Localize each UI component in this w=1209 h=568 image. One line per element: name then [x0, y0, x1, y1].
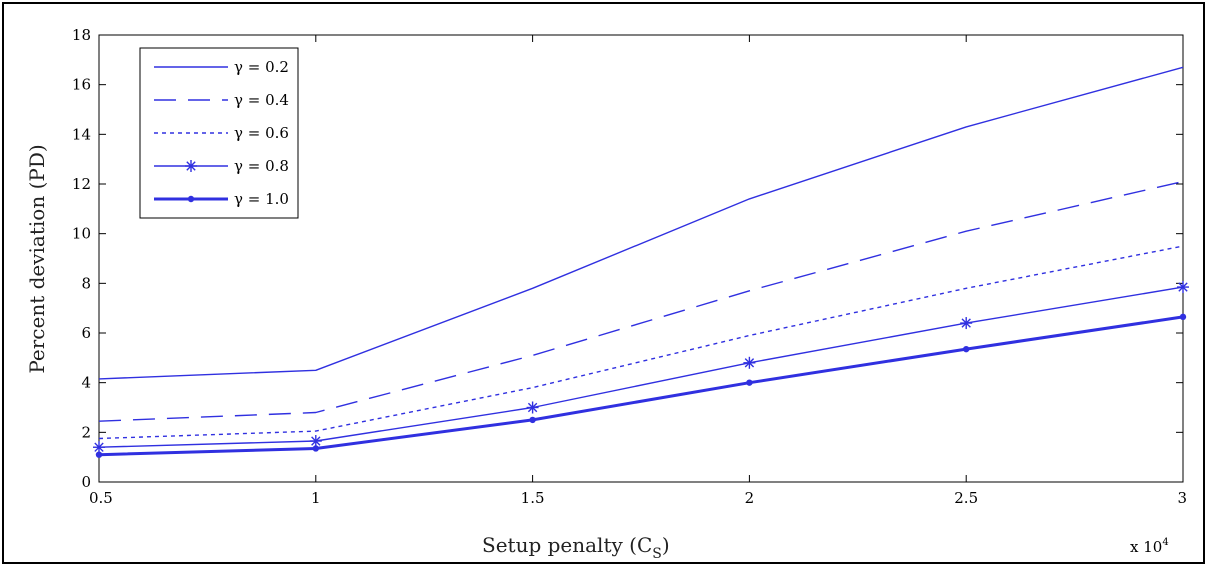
x-tick-label: 2.5 — [954, 489, 978, 507]
data-point-dot — [95, 451, 103, 458]
data-point-dot — [746, 379, 753, 386]
x-axis-multiplier: x 104 — [1130, 537, 1169, 556]
x-tick-label: 1.5 — [521, 489, 545, 507]
data-point-star — [960, 317, 973, 330]
legend-label: γ = 0.2 — [234, 58, 289, 76]
y-tick-label: 10 — [72, 225, 91, 243]
legend-label: γ = 0.4 — [234, 91, 289, 109]
series-lines — [93, 66, 1189, 458]
data-point-star — [526, 401, 539, 414]
x-tick-label: 1 — [311, 489, 321, 507]
series-line-2 — [98, 180, 1184, 422]
legend-label: γ = 1.0 — [234, 190, 289, 208]
y-tick-label: 14 — [72, 125, 91, 143]
x-tick-label: 0.5 — [89, 489, 113, 507]
series-line-5 — [98, 315, 1184, 457]
data-point-star — [1177, 281, 1189, 294]
y-tick-label: 0 — [81, 473, 91, 491]
x-tick-label: 2 — [745, 489, 755, 507]
y-tick-label: 8 — [81, 274, 91, 292]
y-tick-label: 4 — [81, 374, 91, 392]
x-tick-label: 3 — [1177, 489, 1187, 507]
y-tick-label: 2 — [81, 423, 91, 441]
plot-area-border — [98, 34, 1184, 483]
legend-label: γ = 0.8 — [234, 157, 289, 175]
legend-label: γ = 0.6 — [234, 124, 289, 142]
series-line-4 — [98, 286, 1184, 448]
y-tick-label: 6 — [81, 324, 91, 342]
data-point-star — [309, 435, 322, 448]
axes: 0 2 4 6 8 10 12 14 16 18 0.5 1 1.5 2 2.5 3 — [72, 26, 1187, 507]
y-axis-label: Percent deviation (PD) — [25, 144, 49, 373]
data-point-dot — [963, 345, 970, 353]
y-tick-label: 18 — [72, 26, 91, 44]
legend-marker-star — [185, 160, 197, 172]
y-tick-label: 16 — [72, 76, 91, 94]
legend: γ = 0.2 γ = 0.4 γ = 0.6 γ = 0.8 γ = 1.0 — [139, 47, 299, 219]
data-point-star — [93, 441, 105, 454]
y-tick-label: 12 — [72, 175, 91, 193]
data-point-dot — [312, 445, 319, 452]
series-line-1 — [98, 66, 1184, 380]
x-axis-label: Setup penalty (CS) — [482, 533, 670, 562]
data-point-star — [743, 356, 756, 369]
legend-marker-dot — [187, 195, 195, 203]
data-point-dot — [1179, 313, 1187, 321]
data-point-dot — [529, 416, 536, 424]
